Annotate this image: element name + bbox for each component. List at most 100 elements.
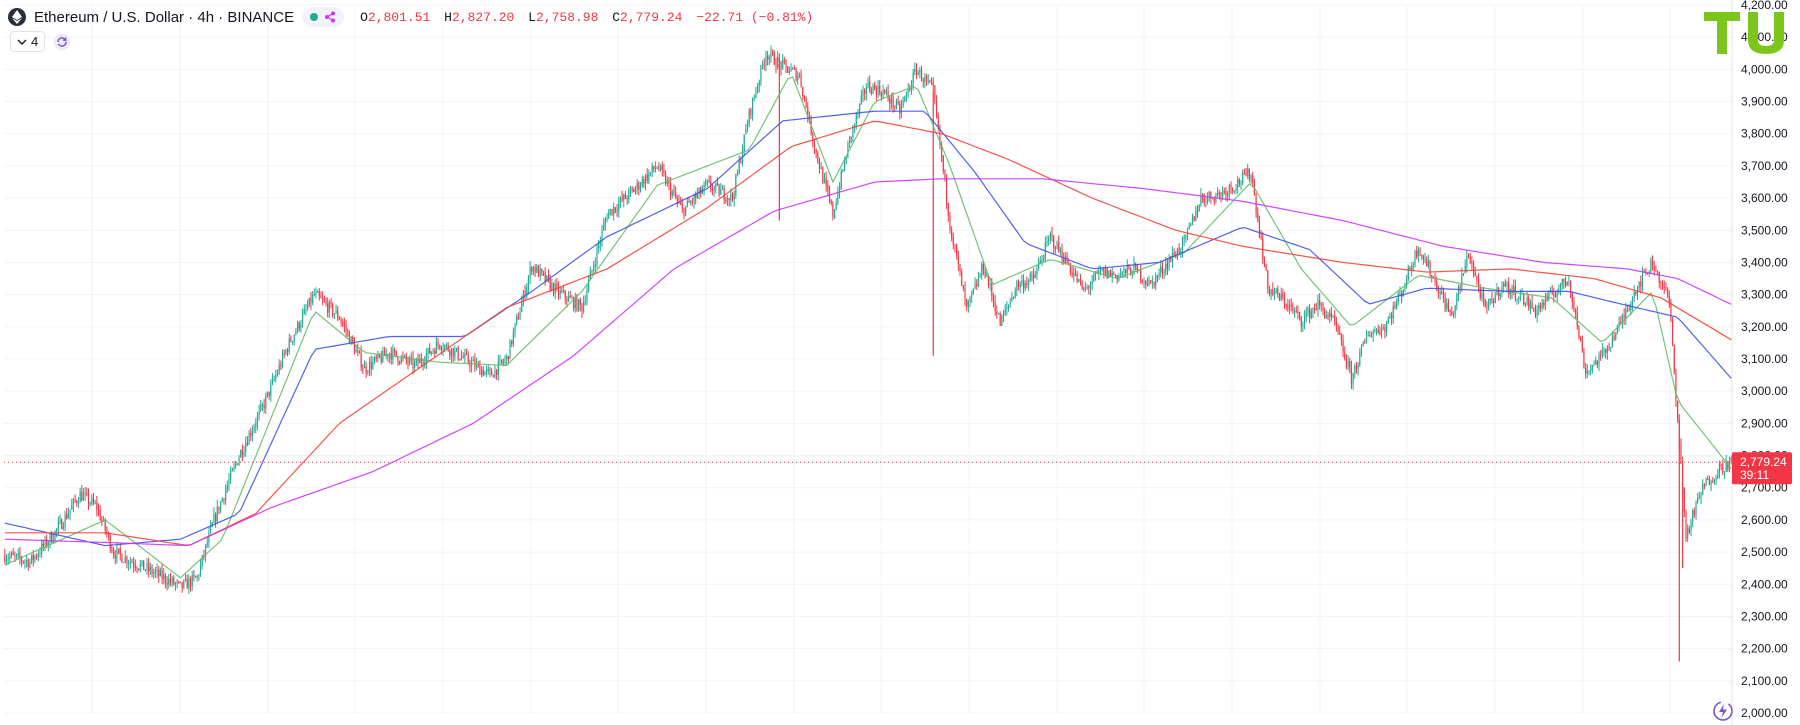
candle-body <box>1655 270 1657 272</box>
candle-body <box>1076 273 1078 282</box>
candle-body <box>1056 241 1058 249</box>
candle-body <box>1180 251 1182 253</box>
candle-body <box>1581 340 1583 352</box>
candle-body <box>49 533 51 543</box>
share-icon <box>325 11 336 23</box>
status-pill[interactable] <box>302 7 345 27</box>
candle-body <box>1302 324 1304 326</box>
candle-body <box>1252 175 1254 184</box>
refresh-icon[interactable] <box>53 33 71 51</box>
candle-body <box>546 275 548 282</box>
candle-body <box>1230 185 1232 189</box>
candle-body <box>158 569 160 577</box>
candle-body <box>1703 484 1705 486</box>
candle-body <box>736 172 739 176</box>
candle-body <box>1242 172 1244 184</box>
candle-body <box>1568 281 1570 283</box>
symbol-title[interactable]: Ethereum / U.S. Dollar · 4h · BINANCE <box>34 8 295 26</box>
candle-body <box>1646 273 1649 275</box>
candle-body <box>1506 282 1508 286</box>
candle-body <box>345 325 347 332</box>
candle-body <box>1309 308 1311 319</box>
candle-body <box>268 391 270 396</box>
candle-body <box>897 101 899 104</box>
candle-body <box>917 72 919 75</box>
candle-body <box>10 552 13 557</box>
candle-body <box>1051 233 1053 237</box>
price-tick-label: 4,000.00 <box>1741 62 1788 76</box>
candle-body <box>1193 216 1195 221</box>
candle-body <box>654 168 657 170</box>
candle-body <box>1456 294 1458 306</box>
candle-body <box>154 571 156 573</box>
candle-body <box>1098 270 1100 274</box>
candle-body <box>194 576 197 578</box>
candle-body <box>626 198 628 200</box>
candle-body <box>997 313 1000 315</box>
candle-body <box>1213 198 1215 202</box>
candle-body <box>82 494 85 501</box>
candle-body <box>188 578 190 589</box>
candle-body <box>133 562 135 566</box>
candle-body <box>703 183 705 190</box>
candle-body <box>44 538 46 547</box>
candle-body <box>114 555 116 559</box>
change-value: −22.71 (−0.81%) <box>696 9 814 25</box>
candle-body <box>39 553 41 555</box>
candle-body <box>867 81 869 88</box>
candle-body <box>1342 340 1344 353</box>
candle-body <box>1417 249 1419 257</box>
candle-body <box>1697 498 1699 503</box>
candle-body <box>581 304 583 312</box>
candle-body <box>1680 443 1682 464</box>
candle-body <box>542 271 545 273</box>
candle-body <box>1462 273 1465 275</box>
candle-body <box>1541 302 1543 308</box>
candle-body <box>370 361 372 369</box>
candle-body <box>1329 312 1331 318</box>
candle-body <box>355 349 357 353</box>
candle-body <box>608 212 610 219</box>
candle-body <box>489 369 491 371</box>
candle-body <box>79 491 81 503</box>
candle-body <box>1419 249 1421 256</box>
candle-body <box>1019 283 1021 288</box>
candle-body <box>59 519 61 523</box>
open-value: 2,801.51 <box>367 9 431 25</box>
candle-body <box>121 554 123 563</box>
candle-body <box>241 450 243 456</box>
candle-body <box>889 99 891 104</box>
candle-body <box>705 183 707 185</box>
candle-body <box>494 369 496 378</box>
candle-body <box>623 194 625 201</box>
candle-body <box>1191 216 1194 225</box>
candle-body <box>1315 309 1317 311</box>
candle-body <box>920 69 923 81</box>
candle-body <box>1084 287 1087 289</box>
candle-body <box>1727 461 1729 470</box>
candle-body <box>1596 360 1598 366</box>
candle-body <box>1441 291 1443 293</box>
candle-body <box>1320 304 1322 306</box>
candle-body <box>534 266 536 273</box>
candle-body <box>643 179 645 185</box>
candle-body <box>696 193 698 198</box>
candle-body <box>1618 321 1620 326</box>
price-axis[interactable]: 2,000.00 2,100.00 2,200.00 2,300.00 2,400.00… <box>1741 0 1788 720</box>
candle-body <box>42 543 44 547</box>
candle-body <box>31 554 33 562</box>
candle-body <box>614 207 616 211</box>
candle-body <box>952 237 954 245</box>
candle-body <box>174 583 177 585</box>
candle-body <box>1237 179 1239 189</box>
candle-body <box>1672 320 1674 346</box>
candle-body <box>312 294 314 304</box>
candle-body <box>661 165 663 171</box>
indicators-toggle[interactable]: 4 <box>10 31 46 52</box>
candle-body <box>740 160 742 163</box>
candle-body <box>19 553 21 559</box>
candle-body <box>1278 294 1281 300</box>
flash-icon[interactable] <box>1712 700 1734 722</box>
